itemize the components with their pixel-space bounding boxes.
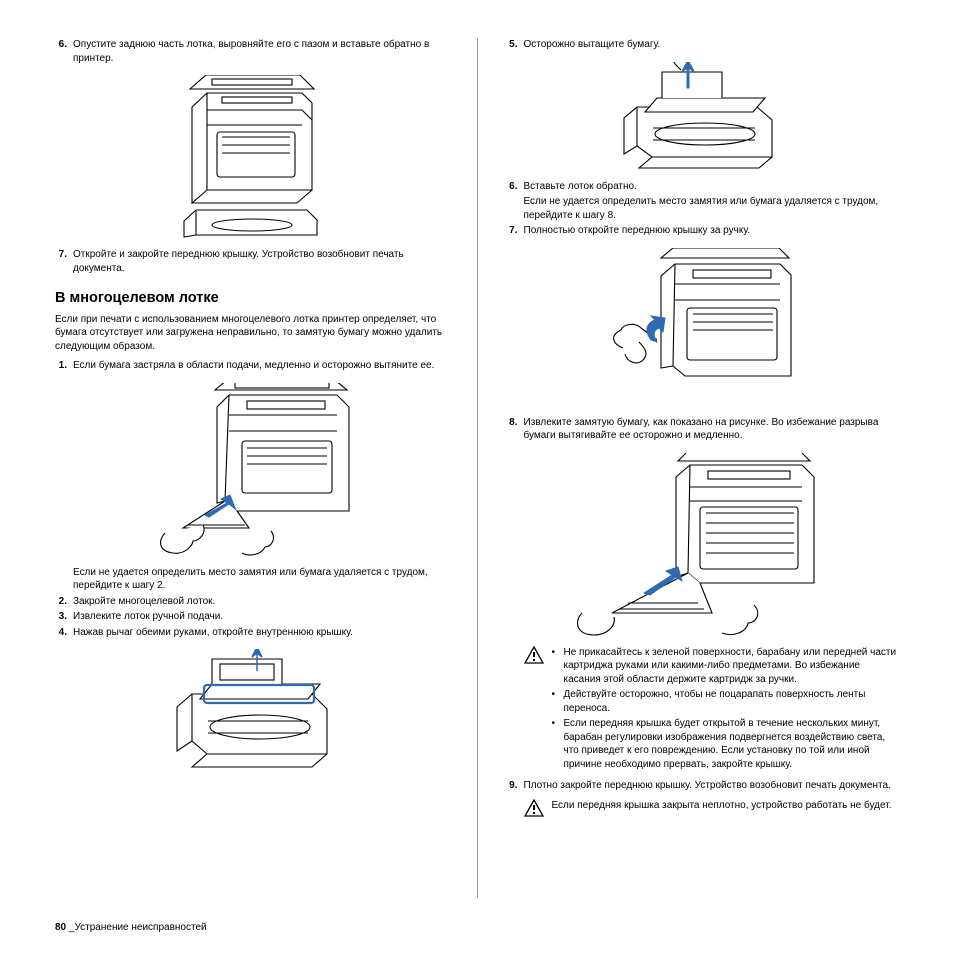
left-column: 6. Опустите заднюю часть лотка, выровняй… [55, 38, 449, 898]
step-text: Закройте многоцелевой лоток. [73, 595, 449, 609]
step-6-left: 6. Опустите заднюю часть лотка, выровняй… [55, 38, 449, 65]
figure-open-front-cover [506, 248, 900, 408]
step-num: 4. [55, 626, 73, 640]
step-text: Вставьте лоток обратно. [524, 180, 900, 194]
warning-text: Если передняя крышка закрыта неплотно, у… [552, 799, 892, 822]
step-num: 6. [506, 180, 524, 194]
warning-icon [524, 646, 544, 774]
step-text: Плотно закройте переднюю крышку. Устройс… [524, 779, 900, 793]
bullet-text: Действуйте осторожно, чтобы не поцарапат… [564, 688, 900, 715]
footer-title: Устранение неисправностей [74, 922, 206, 933]
column-divider [477, 38, 478, 898]
step-9-right: 9. Плотно закройте переднюю крышку. Устр… [506, 779, 900, 793]
figure-tray-open-lever [55, 649, 449, 779]
step-text: Опустите заднюю часть лотка, выровняйте … [73, 38, 449, 65]
step-num: 8. [506, 416, 524, 443]
figure-pull-paper-up [506, 62, 900, 172]
bullet-dot: • [552, 646, 564, 687]
step-6-right: 6. Вставьте лоток обратно. [506, 180, 900, 194]
step-2: 2. Закройте многоцелевой лоток. [55, 595, 449, 609]
step-7-left: 7. Откройте и закройте переднюю крышку. … [55, 248, 449, 275]
step-num: 7. [506, 224, 524, 238]
step-num: 3. [55, 610, 73, 624]
step-8-right: 8. Извлеките замятую бумагу, как показан… [506, 416, 900, 443]
step-text: Полностью откройте переднюю крышку за ру… [524, 224, 900, 238]
warning-icon [524, 799, 544, 822]
step-num: 1. [55, 359, 73, 373]
bullet-text: Если передняя крышка будет открытой в те… [564, 717, 900, 771]
bullet-dot: • [552, 717, 564, 771]
figure-printer-tray-insert [55, 75, 449, 240]
bullet-text: Не прикасайтесь к зеленой поверхности, б… [564, 646, 900, 687]
step-3: 3. Извлеките лоток ручной подачи. [55, 610, 449, 624]
page-number: 80 [55, 922, 66, 933]
page-footer: 80 _Устранение неисправностей [55, 921, 207, 935]
right-column: 5. Осторожно вытащите бумагу. 6. Вставьт… [506, 38, 900, 898]
step-num: 6. [55, 38, 73, 65]
step-text: Извлеките замятую бумагу, как показано н… [524, 416, 900, 443]
step-7-right: 7. Полностью откройте переднюю крышку за… [506, 224, 900, 238]
section-intro: Если при печати с использованием многоце… [55, 313, 449, 354]
step-num: 2. [55, 595, 73, 609]
step-num: 9. [506, 779, 524, 793]
step-num: 7. [55, 248, 73, 275]
figure-paper-jam-pull [55, 383, 449, 558]
figure-remove-jammed-paper [506, 453, 900, 638]
warning-block-2: Если передняя крышка закрыта неплотно, у… [524, 799, 900, 822]
section-heading: В многоцелевом лотке [55, 289, 449, 309]
step-text: Извлеките лоток ручной подачи. [73, 610, 449, 624]
step-num: 5. [506, 38, 524, 52]
step-text: Откройте и закройте переднюю крышку. Уст… [73, 248, 449, 275]
step-text: Если бумага застряла в области подачи, м… [73, 359, 449, 373]
step-4: 4. Нажав рычаг обеими руками, откройте в… [55, 626, 449, 640]
warning-bullets: •Не прикасайтесь к зеленой поверхности, … [552, 646, 900, 774]
step-5-right: 5. Осторожно вытащите бумагу. [506, 38, 900, 52]
step-text: Осторожно вытащите бумагу. [524, 38, 900, 52]
step-1-sub: Если не удается определить место замятия… [73, 566, 449, 593]
step-1: 1. Если бумага застряла в области подачи… [55, 359, 449, 373]
step-text: Нажав рычаг обеими руками, откройте внут… [73, 626, 449, 640]
bullet-dot: • [552, 688, 564, 715]
step-6-sub: Если не удается определить место замятия… [524, 195, 900, 222]
warning-block: •Не прикасайтесь к зеленой поверхности, … [524, 646, 900, 774]
